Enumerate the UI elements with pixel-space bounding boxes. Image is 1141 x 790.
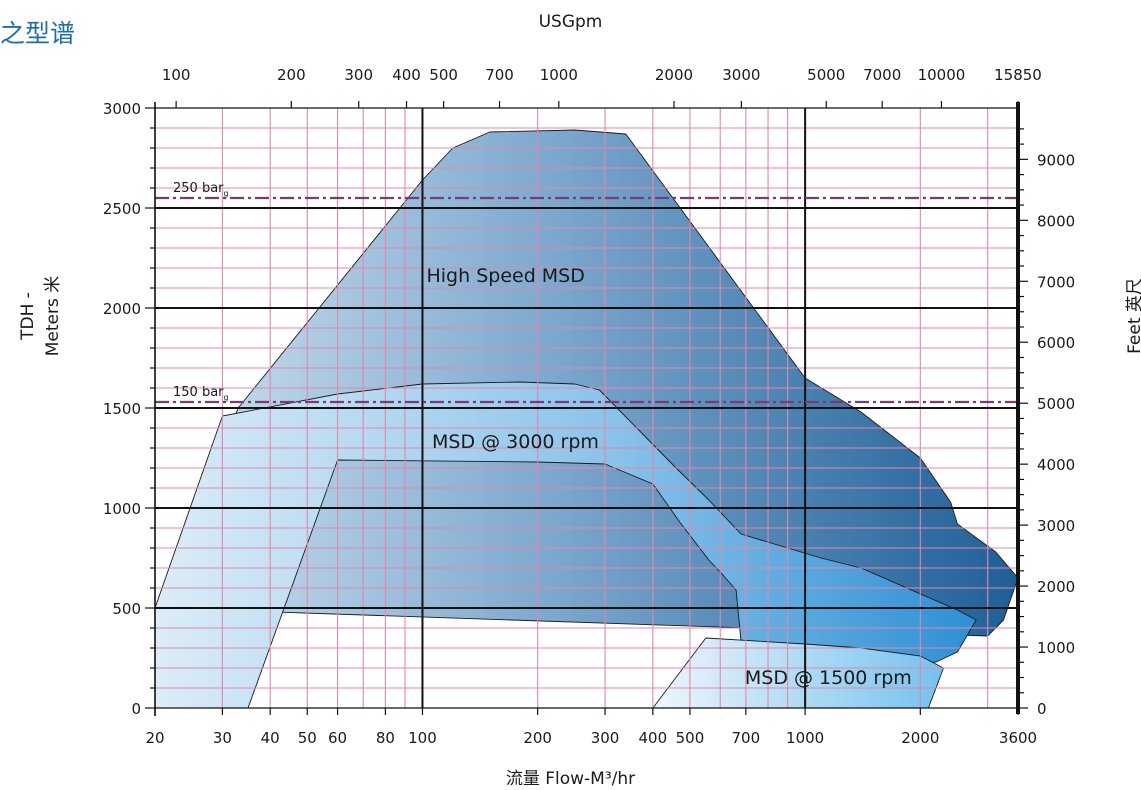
top-tick-label: 1000: [540, 66, 578, 84]
top-axis-title: USGpm: [538, 12, 603, 32]
y-tick-label: 500: [112, 600, 141, 618]
right-tick-label: 3000: [1037, 517, 1075, 535]
region-2: [154, 381, 977, 709]
region-label-3: MSD @ 1500 rpm: [745, 667, 912, 689]
x-tick-label: 200: [523, 729, 552, 747]
x-tick-label: 3600: [999, 729, 1037, 747]
y-tick-label: 3000: [103, 100, 141, 118]
x-tick-label: 100: [408, 729, 437, 747]
x-tick-label: 1000: [786, 729, 824, 747]
y-tick-label: 2000: [103, 300, 141, 318]
region-label-1: High Speed MSD: [426, 265, 584, 287]
x-axis-title: 流量 Flow-M³/hr: [505, 769, 636, 789]
right-tick-label: 9000: [1037, 151, 1075, 169]
right-tick-label: 5000: [1037, 395, 1075, 413]
top-tick-label: 7000: [863, 66, 901, 84]
right-tick-label: 2000: [1037, 578, 1075, 596]
right-tick-label: 1000: [1037, 639, 1075, 657]
right-tick-label: 6000: [1037, 334, 1075, 352]
top-tick-label: 400: [392, 66, 421, 84]
top-tick-label: 2000: [655, 66, 693, 84]
y-tick-label: 2500: [103, 200, 141, 218]
top-tick-label: 10000: [918, 66, 966, 84]
reference-line-label: 150 barg: [173, 385, 229, 402]
y-tick-label: 1000: [103, 500, 141, 518]
x-tick-label: 80: [376, 729, 395, 747]
regions-layer: [154, 129, 1019, 709]
labels-layer: 20 30 40 50 60 80 100 200 300 400 500 700 1000 2000 36…: [103, 66, 1075, 747]
reference-lines: 250 barg 150 barg: [155, 181, 1018, 404]
top-tick-label: 300: [344, 66, 373, 84]
region-3: [652, 637, 944, 709]
right-axis-title: Feet 英尺: [1125, 278, 1141, 354]
top-tick-label: 100: [162, 66, 191, 84]
right-tick-label: 4000: [1037, 456, 1075, 474]
reference-line-subscript: g: [224, 189, 229, 198]
x-tick-label: 500: [676, 729, 705, 747]
x-tick-label: 700: [732, 729, 761, 747]
y-tick-label: 0: [131, 700, 141, 718]
y-axis-title: TDH - Meters 米: [18, 275, 63, 357]
top-tick-label: 200: [277, 66, 306, 84]
x-tick-label: 300: [591, 729, 620, 747]
x-tick-label: 2000: [901, 729, 939, 747]
x-tick-label: 20: [145, 729, 164, 747]
axes-layer: [145, 101, 1028, 716]
x-tick-label: 50: [298, 729, 317, 747]
region-label-2: MSD @ 3000 rpm: [432, 431, 599, 453]
x-tick-label: 30: [213, 729, 232, 747]
reference-line-subscript: g: [224, 393, 229, 402]
page-title: 之型谱: [0, 19, 76, 48]
x-tick-label: 40: [261, 729, 280, 747]
top-tick-label: 15850: [994, 66, 1042, 84]
y-tick-label: 1500: [103, 400, 141, 418]
right-tick-label: 7000: [1037, 273, 1075, 291]
top-tick-label: 3000: [722, 66, 760, 84]
right-tick-label: 8000: [1037, 212, 1075, 230]
x-tick-label: 60: [328, 729, 347, 747]
right-tick-label: 0: [1037, 700, 1047, 718]
region-1: [154, 129, 1019, 637]
x-tick-label: 400: [639, 729, 668, 747]
reference-line-label: 250 barg: [173, 181, 229, 198]
top-tick-label: 700: [485, 66, 514, 84]
top-tick-label: 500: [429, 66, 458, 84]
top-tick-label: 5000: [807, 66, 845, 84]
